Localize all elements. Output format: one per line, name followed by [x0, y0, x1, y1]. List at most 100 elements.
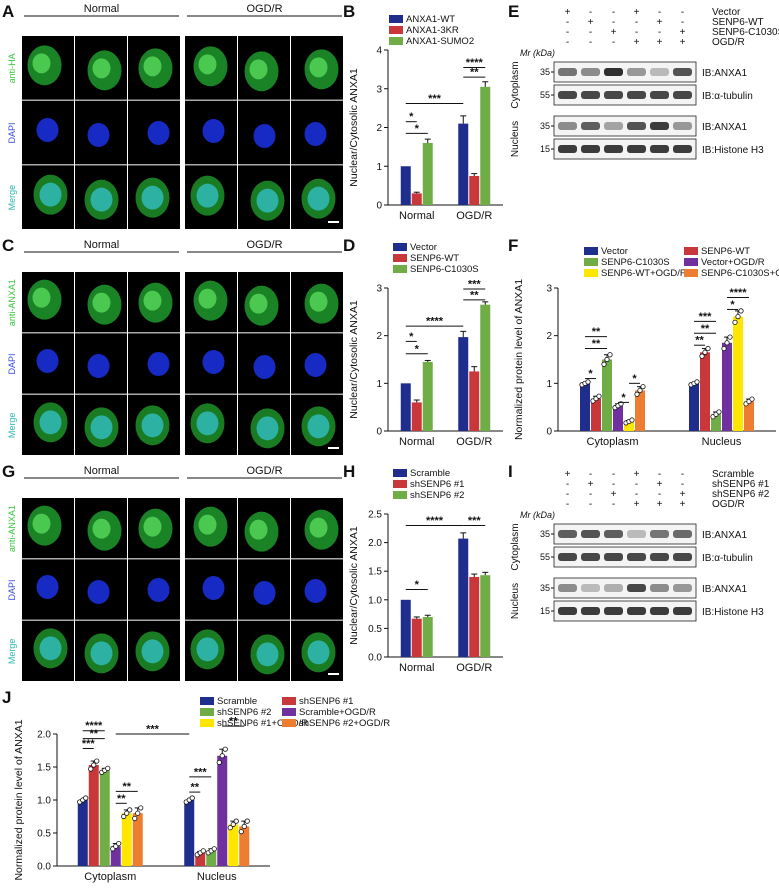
antibody-label: IB:α-tubulin: [702, 553, 753, 564]
legend-swatch: [389, 26, 403, 34]
condition-sign: +: [680, 489, 686, 500]
mw-marker: 15: [540, 606, 550, 616]
cell-green-core: [32, 53, 51, 74]
x-tick-label: OGD/R: [456, 436, 492, 448]
y-tick-label: 0.5: [368, 624, 382, 635]
data-point: [702, 349, 708, 355]
bar: [99, 770, 110, 866]
bar: [88, 765, 99, 866]
mw-marker: 35: [540, 583, 550, 593]
nucleus-merge: [196, 183, 219, 208]
condition-label: shSENP6 #1: [712, 479, 770, 490]
condition-sign: -: [612, 37, 615, 48]
column-label: ANXA1: [34, 15, 64, 25]
data-point: [124, 810, 130, 816]
data-point: [732, 319, 738, 325]
data-point: [716, 409, 722, 415]
legend-label: Vector: [601, 246, 628, 257]
significance-label: ***: [428, 93, 442, 105]
column-label: ANXA1: [87, 15, 117, 25]
nucleus-merge: [196, 411, 219, 436]
bar: [400, 166, 411, 205]
condition-label: SENP6-WT: [712, 17, 764, 28]
legend-swatch: [584, 247, 598, 255]
y-tick-label: 0.5: [37, 829, 51, 840]
band: [627, 553, 646, 561]
significance-label: **: [190, 782, 199, 794]
bar: [110, 846, 121, 866]
panel-letter-g: G: [2, 462, 16, 481]
band: [604, 145, 623, 153]
condition-label: shSENP6 #2: [712, 489, 770, 500]
nucleus-merge: [196, 637, 219, 662]
band: [650, 122, 669, 130]
data-point: [105, 765, 111, 771]
column-label: C1030S: [301, 487, 334, 497]
data-point: [735, 314, 741, 320]
condition-sign: +: [611, 27, 617, 38]
legend-label: Scramble+OGD/R: [299, 707, 376, 718]
legend-label: shSENP6 #1: [299, 696, 353, 707]
band: [558, 553, 577, 561]
data-point: [230, 821, 236, 828]
bar: [469, 371, 480, 431]
mr-label: Mr (kDa): [520, 510, 555, 520]
bar: [469, 576, 480, 657]
legend-swatch: [393, 243, 407, 251]
condition-sign: -: [635, 479, 638, 490]
legend-swatch: [584, 258, 598, 266]
panel-letter-c: C: [2, 236, 15, 255]
panel-letter-e: E: [508, 2, 520, 21]
y-tick-label: 4: [376, 46, 382, 57]
bar: [733, 316, 743, 431]
condition-sign: -: [566, 479, 569, 490]
nucleus-merge: [256, 188, 279, 213]
data-point: [724, 340, 730, 346]
column-label: SENP6-: [301, 477, 334, 487]
condition-sign: -: [612, 17, 615, 28]
condition-sign: +: [588, 17, 594, 28]
column-label: Vector: [199, 255, 225, 265]
condition-sign: -: [589, 489, 592, 500]
significance-label: *: [415, 123, 420, 135]
cell-green-core: [198, 288, 217, 309]
legend-swatch: [393, 254, 407, 262]
nucleus-merge: [39, 410, 62, 435]
condition-sign: -: [566, 27, 569, 38]
x-tick-label: Nucleus: [702, 436, 742, 448]
group-label: Normal: [84, 465, 119, 477]
significance-label: *: [409, 111, 414, 123]
chart-f: 0 1 2 3 Normalized protein level of ANXA1 Cyt…: [513, 246, 779, 448]
band: [673, 122, 692, 130]
band: [581, 607, 600, 615]
band: [673, 530, 692, 538]
y-tick-label: 0: [376, 427, 382, 438]
panel-letter-j: J: [2, 688, 12, 707]
bar: [422, 616, 433, 657]
data-point: [607, 352, 613, 358]
bar: [711, 414, 721, 431]
y-tick-label: 0.0: [368, 653, 382, 664]
condition-sign: +: [634, 499, 640, 510]
column-label: ANXA1: [250, 15, 280, 25]
nucleus-blue: [253, 124, 276, 148]
bar: [480, 86, 491, 205]
y-tick-label: 2.0: [368, 538, 382, 549]
legend-label: shSENP6 #2: [410, 490, 464, 501]
legend-label: shSENP6 #1+OGD/R: [217, 718, 308, 729]
significance-label: *: [730, 299, 735, 311]
legend-swatch: [684, 258, 698, 266]
data-point: [699, 353, 705, 359]
legend-label: SENP6-C1030S: [410, 264, 479, 275]
antibody-label: IB:Histone H3: [702, 145, 764, 156]
condition-sign: -: [612, 499, 615, 510]
bar: [469, 175, 480, 205]
significance-label: *: [415, 343, 420, 355]
column-label: ANXA1: [140, 15, 170, 25]
band: [627, 91, 646, 99]
western-blot-e: + - - + - - Vector- + - - + - SENP6-WT- - + - - + SENP6-C1…: [510, 7, 779, 160]
data-point: [749, 396, 755, 402]
condition-sign: -: [566, 37, 569, 48]
nucleus-merge: [141, 185, 164, 210]
cell-green-core: [92, 58, 111, 79]
